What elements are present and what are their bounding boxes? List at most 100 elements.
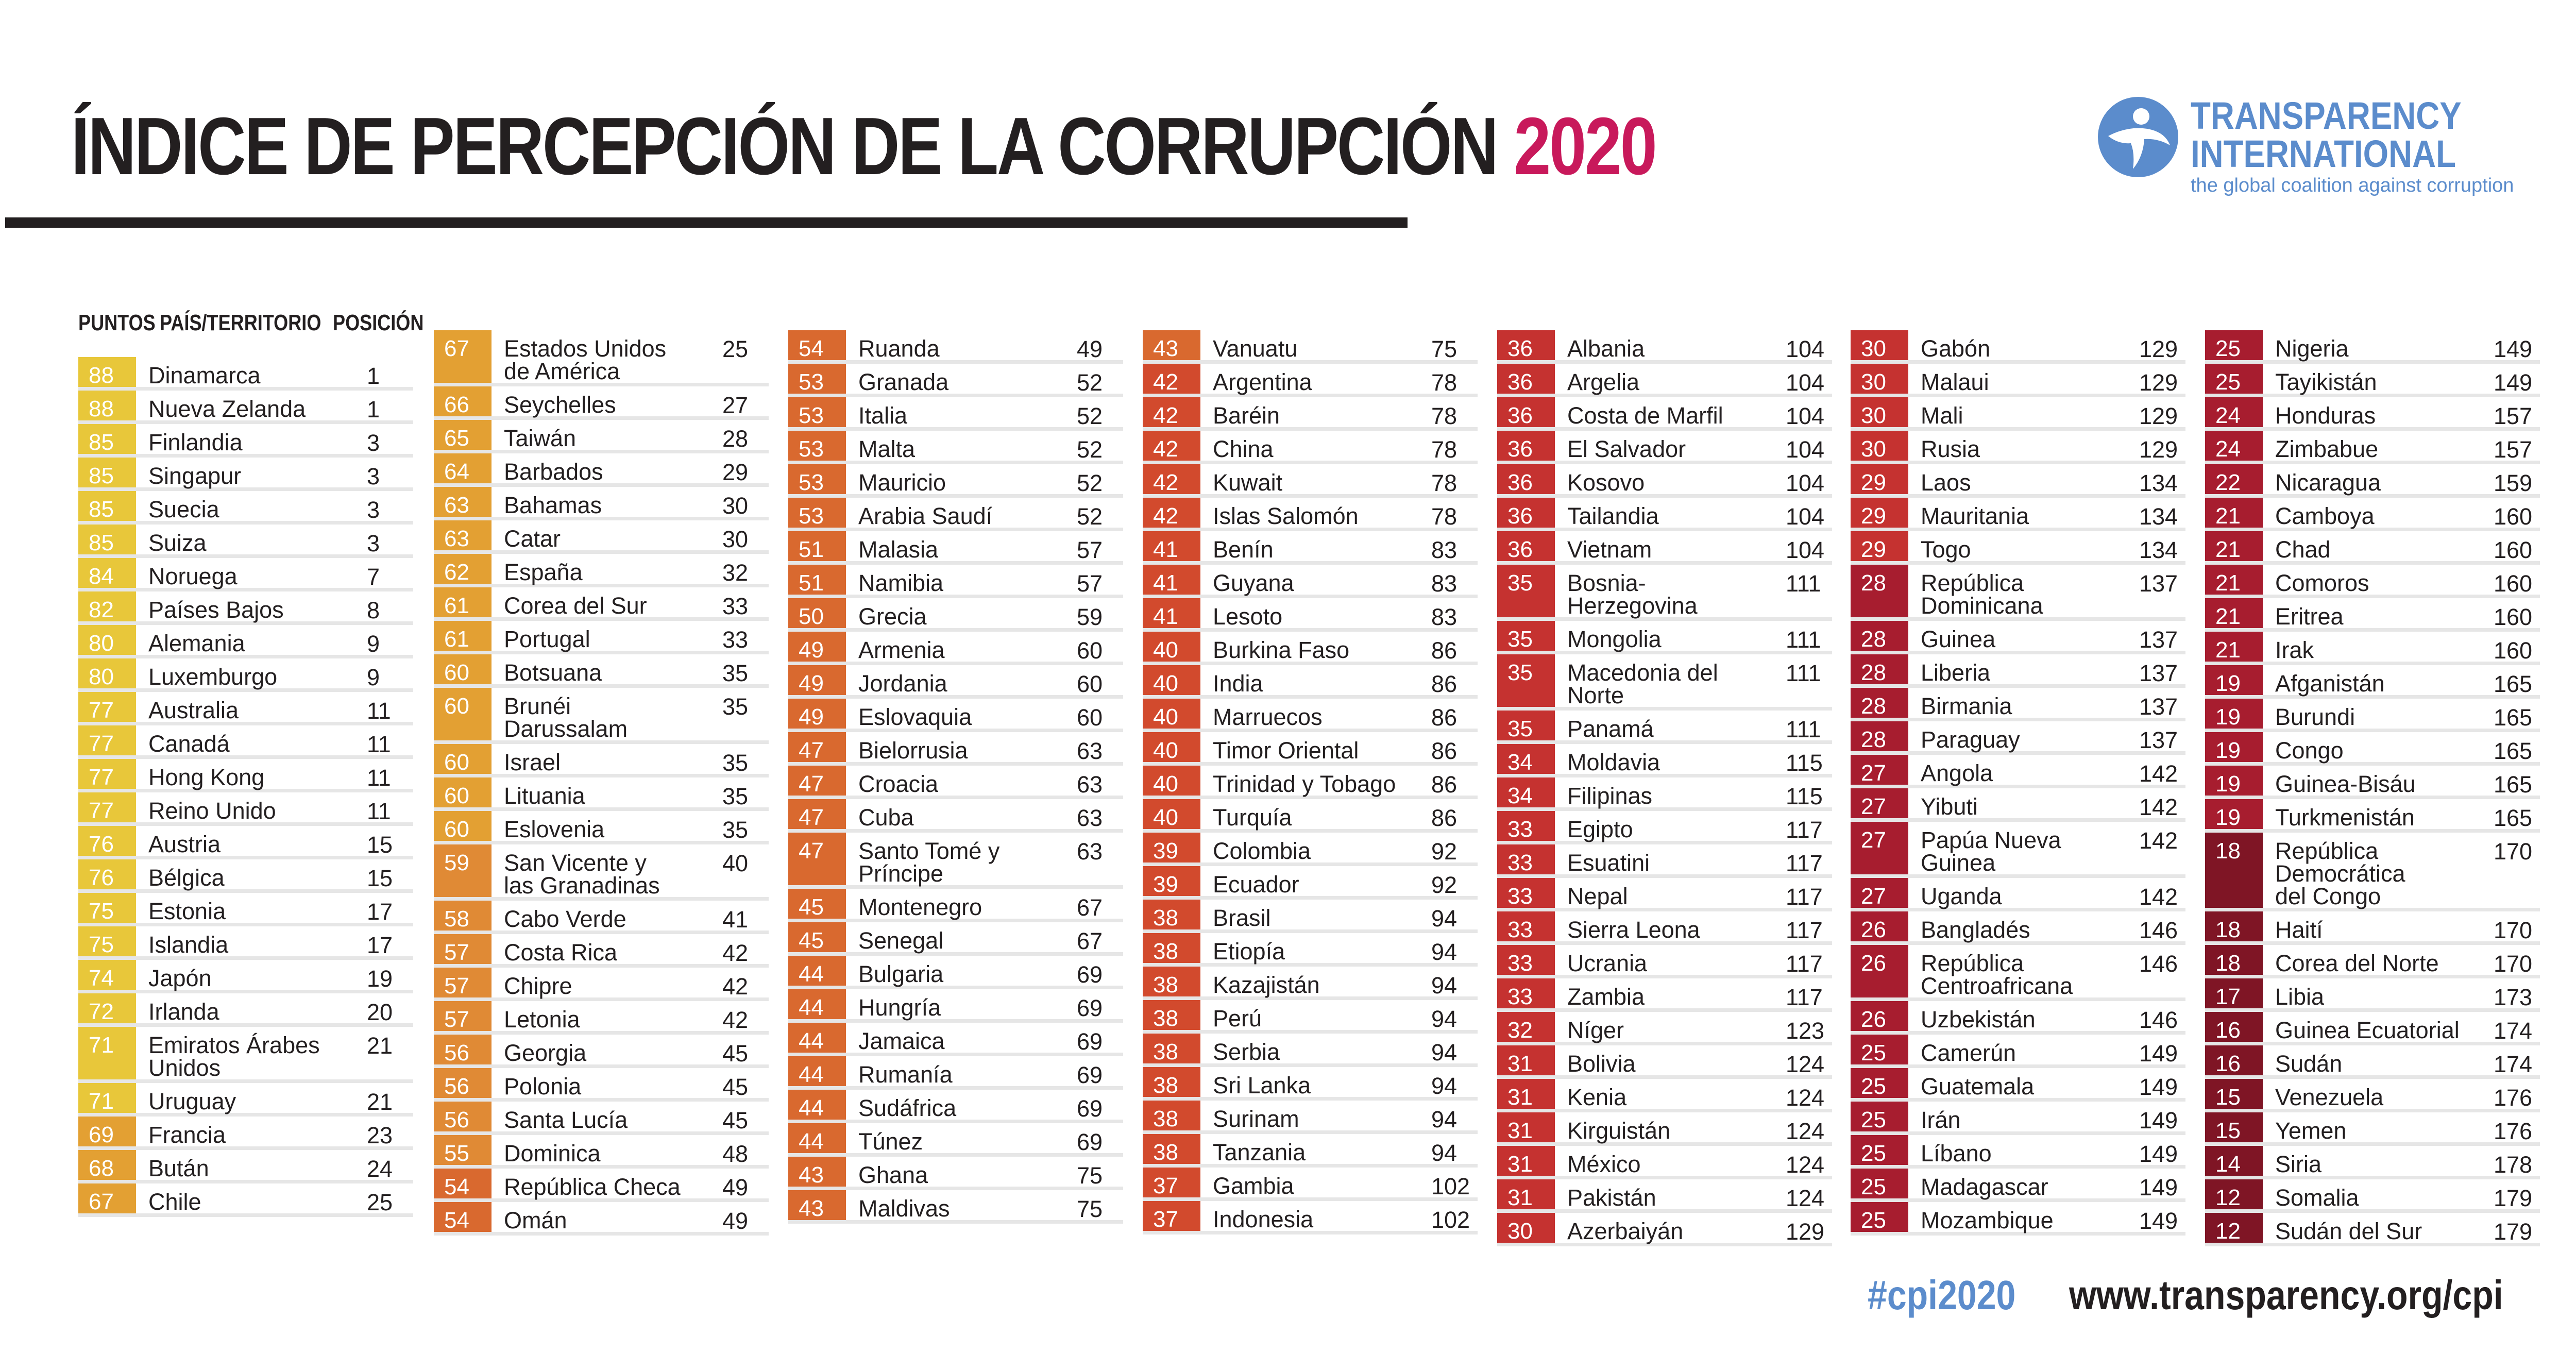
score-cell: 56 <box>434 1102 492 1131</box>
country-name: Baréin <box>1213 402 1280 429</box>
country-name: Emiratos Árabes Unidos <box>148 1032 320 1081</box>
table-row: 82 Países Bajos 8 <box>78 591 413 625</box>
rank-cell: 69 <box>1077 1095 1103 1122</box>
score-cell: 24 <box>2205 397 2263 427</box>
table-row: 49 Eslovaquia 60 <box>788 699 1123 732</box>
rank-cell: 57 <box>1077 537 1103 563</box>
country-name: Granada <box>858 369 949 395</box>
title-year: 2020 <box>1514 101 1657 192</box>
rank-cell: 142 <box>2139 827 2178 854</box>
logo-line-2: INTERNATIONAL <box>2191 132 2456 175</box>
table-row: 29 Mauritania 134 <box>1851 498 2185 531</box>
rank-cell: 52 <box>1077 436 1103 463</box>
country-name: Malta <box>858 436 916 462</box>
score-cell: 30 <box>1851 431 1908 461</box>
country-name: Nepal <box>1567 883 1628 909</box>
country-name: Burundi <box>2275 704 2355 730</box>
table-row: 19 Guinea-Bisáu 165 <box>2205 766 2540 799</box>
table-row: 33 Esuatini 117 <box>1497 844 1832 878</box>
country-name: Brasil <box>1213 905 1271 931</box>
score-cell: 43 <box>1143 330 1200 360</box>
country-name: Albania <box>1567 335 1645 362</box>
rank-cell: 11 <box>367 698 391 724</box>
country-name: Noruega <box>148 563 238 589</box>
country-name: Guatemala <box>1921 1073 2035 1100</box>
country-name: Zambia <box>1567 984 1645 1010</box>
rank-cell: 35 <box>722 660 749 686</box>
score-cell: 57 <box>434 934 492 964</box>
rank-cell: 63 <box>1077 771 1103 798</box>
score-cell: 53 <box>788 498 846 528</box>
country-name: Croacia <box>858 771 939 797</box>
rank-cell: 57 <box>1077 570 1103 597</box>
country-name: Dominica <box>504 1140 601 1166</box>
table-row: 16 Guinea Ecuatorial 174 <box>2205 1012 2540 1045</box>
table-row: 15 Venezuela 176 <box>2205 1079 2540 1112</box>
table-row: 47 Bielorrusia 63 <box>788 732 1123 766</box>
table-row: 29 Laos 134 <box>1851 464 2185 498</box>
country-name: Somalia <box>2275 1185 2359 1211</box>
country-name: Siria <box>2275 1151 2322 1177</box>
country-name: Bolivia <box>1567 1051 1636 1077</box>
score-cell: 27 <box>1851 755 1908 785</box>
country-name: Australia <box>148 697 239 723</box>
country-name: República Checa <box>504 1174 681 1200</box>
table-row: 59 San Vicente y las Granadinas 40 <box>434 844 769 901</box>
table-row: 42 Islas Salomón 78 <box>1143 498 1478 531</box>
country-name: Reino Unido <box>148 798 276 824</box>
table-row: 40 Burkina Faso 86 <box>1143 632 1478 665</box>
table-row: 50 Grecia 59 <box>788 598 1123 632</box>
score-cell: 21 <box>2205 498 2263 528</box>
footer-hashtag[interactable]: #cpi2020 <box>1868 1272 2016 1318</box>
table-row: 71 Uruguay 21 <box>78 1083 413 1117</box>
country-name: Camboya <box>2275 503 2375 529</box>
table-row: 33 Sierra Leona 117 <box>1497 911 1832 945</box>
score-cell: 60 <box>434 777 492 807</box>
rank-cell: 69 <box>1077 1129 1103 1155</box>
rank-cell: 60 <box>1077 704 1103 731</box>
rank-cell: 45 <box>722 1107 749 1134</box>
rank-cell: 149 <box>2139 1208 2178 1234</box>
table-row: 30 Rusia 129 <box>1851 431 2185 464</box>
country-name: Laos <box>1921 469 1971 496</box>
country-name: Uganda <box>1921 883 2002 909</box>
country-name: Senegal <box>858 927 944 954</box>
score-cell: 33 <box>1497 945 1555 975</box>
score-cell: 22 <box>2205 464 2263 494</box>
country-name: Omán <box>504 1207 567 1233</box>
score-cell: 61 <box>434 587 492 617</box>
rank-cell: 83 <box>1431 604 1458 630</box>
country-name: Guinea-Bisáu <box>2275 771 2416 797</box>
rank-cell: 123 <box>1786 1018 1825 1044</box>
country-name: Mongolia <box>1567 626 1662 652</box>
table-row: 60 Brunéi Darussalam 35 <box>434 688 769 744</box>
table-row: 44 Rumanía 69 <box>788 1056 1123 1090</box>
table-row: 12 Sudán del Sur 179 <box>2205 1213 2540 1246</box>
rank-cell: 25 <box>367 1189 393 1215</box>
rank-cell: 137 <box>2139 627 2178 653</box>
table-row: 37 Gambia 102 <box>1143 1168 1478 1201</box>
score-cell: 19 <box>2205 699 2263 729</box>
country-name: Suecia <box>148 496 219 522</box>
rank-cell: 149 <box>2139 1174 2178 1200</box>
country-name: Moldavia <box>1567 749 1660 775</box>
country-name: Seychelles <box>504 392 616 418</box>
score-cell: 42 <box>1143 464 1200 494</box>
score-cell: 19 <box>2205 799 2263 829</box>
score-cell: 21 <box>2205 598 2263 628</box>
rank-cell: 117 <box>1786 951 1823 977</box>
table-row: 12 Somalia 179 <box>2205 1179 2540 1213</box>
score-cell: 27 <box>1851 822 1908 874</box>
rank-cell: 117 <box>1786 817 1823 843</box>
country-name: Armenia <box>858 637 945 663</box>
score-cell: 33 <box>1497 911 1555 941</box>
rank-cell: 86 <box>1431 805 1458 831</box>
rank-cell: 59 <box>1077 604 1103 630</box>
rank-cell: 45 <box>722 1040 749 1067</box>
score-cell: 40 <box>1143 766 1200 796</box>
footer-url[interactable]: www.transparency.org/cpi <box>2069 1272 2503 1318</box>
country-name: Trinidad y Tobago <box>1213 771 1396 797</box>
score-cell: 15 <box>2205 1112 2263 1142</box>
score-cell: 42 <box>1143 364 1200 394</box>
rank-cell: 35 <box>722 783 749 809</box>
